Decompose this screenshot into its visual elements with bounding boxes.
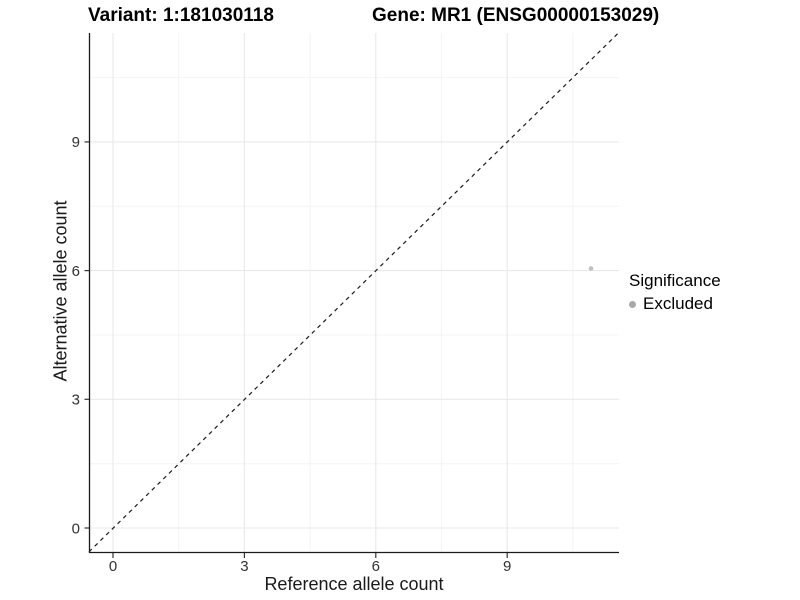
plot-title-gene: Gene: MR1 (ENSG00000153029): [372, 5, 660, 26]
data-point-excluded: [588, 266, 594, 271]
x-tick-label-9: 9: [503, 558, 511, 575]
y-axis-title: Alternative allele count: [50, 200, 71, 382]
legend-item-excluded: Excluded: [629, 294, 721, 314]
legend-dot-icon: [629, 300, 636, 308]
y-axis-ticks: [84, 141, 89, 529]
gridlines-minor: [89, 33, 619, 552]
y-tick-label-6: 6: [72, 263, 80, 280]
y-tick-labels: 0 3 6 9: [72, 134, 80, 537]
legend-title: Significance: [629, 271, 721, 290]
legend-item-label: Excluded: [643, 294, 713, 313]
x-tick-labels: 0 3 6 9: [109, 558, 512, 575]
x-tick-label-6: 6: [372, 558, 380, 575]
legend: Significance Excluded: [629, 271, 721, 314]
y-tick-label-9: 9: [72, 134, 80, 151]
x-axis-ticks: [112, 553, 508, 558]
y-tick-label-0: 0: [72, 520, 80, 537]
x-axis-title: Reference allele count: [264, 574, 444, 594]
x-tick-label-3: 3: [240, 558, 248, 575]
plot-title-variant: Variant: 1:181030118: [88, 5, 274, 26]
y-tick-label-3: 3: [72, 392, 80, 409]
x-tick-label-0: 0: [109, 558, 117, 575]
identity-reference-line: [88, 32, 619, 553]
gridlines-major: [89, 33, 619, 552]
